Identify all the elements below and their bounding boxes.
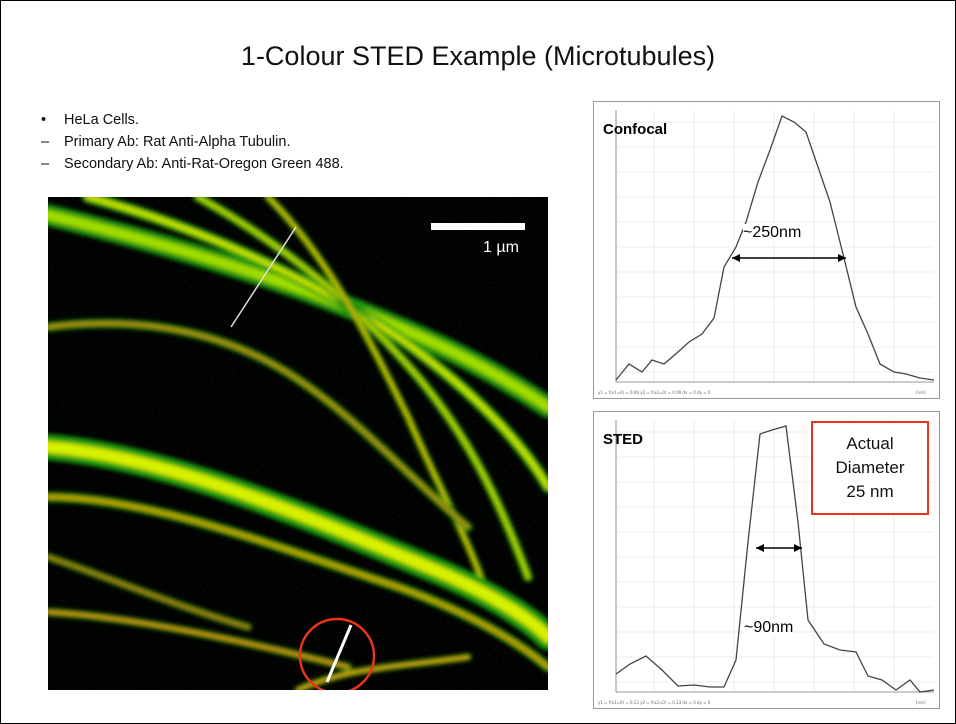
actual-diameter-callout: Actual Diameter 25 nm <box>811 421 929 515</box>
bullet-item: • HeLa Cells. <box>41 109 344 131</box>
confocal-profile-curve <box>615 115 935 381</box>
sted-width-label: ~90nm <box>744 619 794 637</box>
callout-line-2: Diameter <box>835 458 905 477</box>
bullet-item: – Secondary Ab: Anti-Rat-Oregon Green 48… <box>41 153 344 175</box>
callout-line-3: 25 nm <box>846 482 894 501</box>
sted-label: STED <box>603 431 644 448</box>
scale-bar-label: 1 µm <box>483 239 519 256</box>
bullet-marker: – <box>41 156 50 172</box>
microtubule-image <box>48 197 548 690</box>
confocal-plot: y1 = f(x1=0) = 0.09 y2 = f(x2=0) = 0.09 … <box>593 101 940 399</box>
profile-line-confocal <box>230 226 297 328</box>
bullet-text: Secondary Ab: Anti-Rat-Oregon Green 488. <box>64 156 344 172</box>
bullet-list: • HeLa Cells. – Primary Ab: Rat Anti-Alp… <box>41 109 344 175</box>
svg-text:[nm]: [nm] <box>916 700 926 705</box>
sted-profile-curve <box>615 425 935 693</box>
callout-line-1: Actual <box>846 434 894 453</box>
bullet-text: Primary Ab: Rat Anti-Alpha Tubulin. <box>64 134 291 150</box>
highlight-circle <box>298 617 376 690</box>
bullet-text: HeLa Cells. <box>64 112 139 128</box>
bullet-marker: • <box>41 112 47 128</box>
svg-text:y1 = f(x1=0) = 0.23 y2 = f(x: y1 = f(x1=0) = 0.23 y2 = f(x2=0) = 0.23 … <box>598 700 711 705</box>
svg-text:y1 = f(x1=0) = 0.09 y2 = f(x: y1 = f(x1=0) = 0.09 y2 = f(x2=0) = 0.09 … <box>598 390 711 395</box>
svg-text:[nm]: [nm] <box>916 390 926 395</box>
confocal-width-label: ~250nm <box>743 224 802 242</box>
profile-line-sted <box>325 624 353 683</box>
sted-width-arrow <box>756 544 802 552</box>
confocal-label: Confocal <box>603 121 668 138</box>
bullet-marker: – <box>41 134 50 150</box>
scale-bar <box>431 223 525 230</box>
microscopy-image: 1 µm <box>48 197 548 690</box>
confocal-width-arrow <box>732 254 846 262</box>
bullet-item: – Primary Ab: Rat Anti-Alpha Tubulin. <box>41 131 344 153</box>
slide-title: 1-Colour STED Example (Microtubules) <box>240 41 716 71</box>
